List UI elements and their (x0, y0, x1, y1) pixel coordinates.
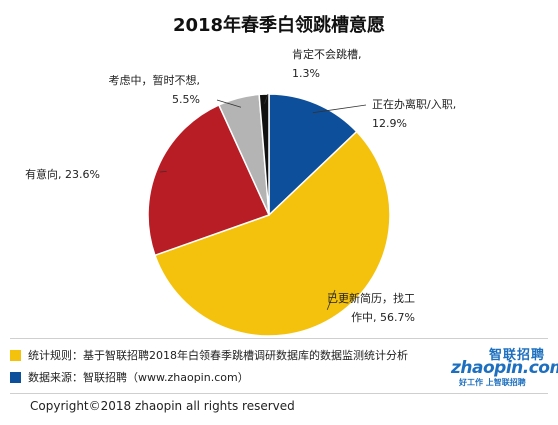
divider-bottom (10, 393, 548, 394)
pie-slice (268, 93, 358, 217)
logo-slogan: 好工作 上智联招聘 (459, 378, 526, 387)
leader-line (312, 104, 367, 114)
slice-label: 已更新简历，找工 (327, 291, 415, 305)
slice-label: 有意向, 23.6% (25, 167, 100, 181)
pie-slice (153, 130, 391, 336)
pie-slice (147, 103, 271, 257)
chart-title: 2018年春季白领跳槽意愿 (173, 14, 385, 36)
slice-label: 正在办离职/入职, (372, 97, 456, 111)
divider (10, 338, 548, 339)
slice-label: 12.9% (372, 117, 407, 130)
leader-line (264, 93, 269, 104)
note-rule: 统计规则：基于智联招聘2018年白领春季跳槽调研数据库的数据监测统计分析 (10, 347, 408, 363)
slice-label: 作中, 56.7% (351, 311, 415, 324)
logo-cn: 智联招聘 (488, 348, 545, 363)
note-rule-text: 统计规则：基于智联招聘2018年白领春季跳槽调研数据库的数据监测统计分析 (28, 349, 408, 362)
leader-line (216, 99, 242, 108)
slice-label: 考虑中，暂时不想, (109, 73, 201, 87)
note-source: 数据来源：智联招聘（www.zhaopin.com） (10, 369, 249, 385)
logo-en: zhaopin.com (451, 358, 558, 378)
pie-slice (258, 93, 270, 216)
slice-label: 1.3% (292, 67, 320, 80)
zhaopin-logo: 智联招聘 zhaopin.com 好工作 上智联招聘 (451, 344, 558, 388)
leader-line (326, 289, 336, 311)
pie-chart: 2018年春季白领跳槽意愿 正在办离职/入职, 12.9% 已更新简历，找工作中, … (25, 14, 456, 336)
note-source-swatch (10, 371, 21, 383)
note-source-text: 数据来源：智联招聘（www.zhaopin.com） (28, 371, 249, 384)
slice-label: 5.5% (172, 93, 200, 106)
note-rule-swatch (10, 349, 21, 361)
copyright: Copyright©2018 zhaopin all rights reserv… (30, 399, 295, 413)
slice-label: 肯定不会跳槽, (292, 47, 362, 61)
leader-line (159, 171, 167, 173)
